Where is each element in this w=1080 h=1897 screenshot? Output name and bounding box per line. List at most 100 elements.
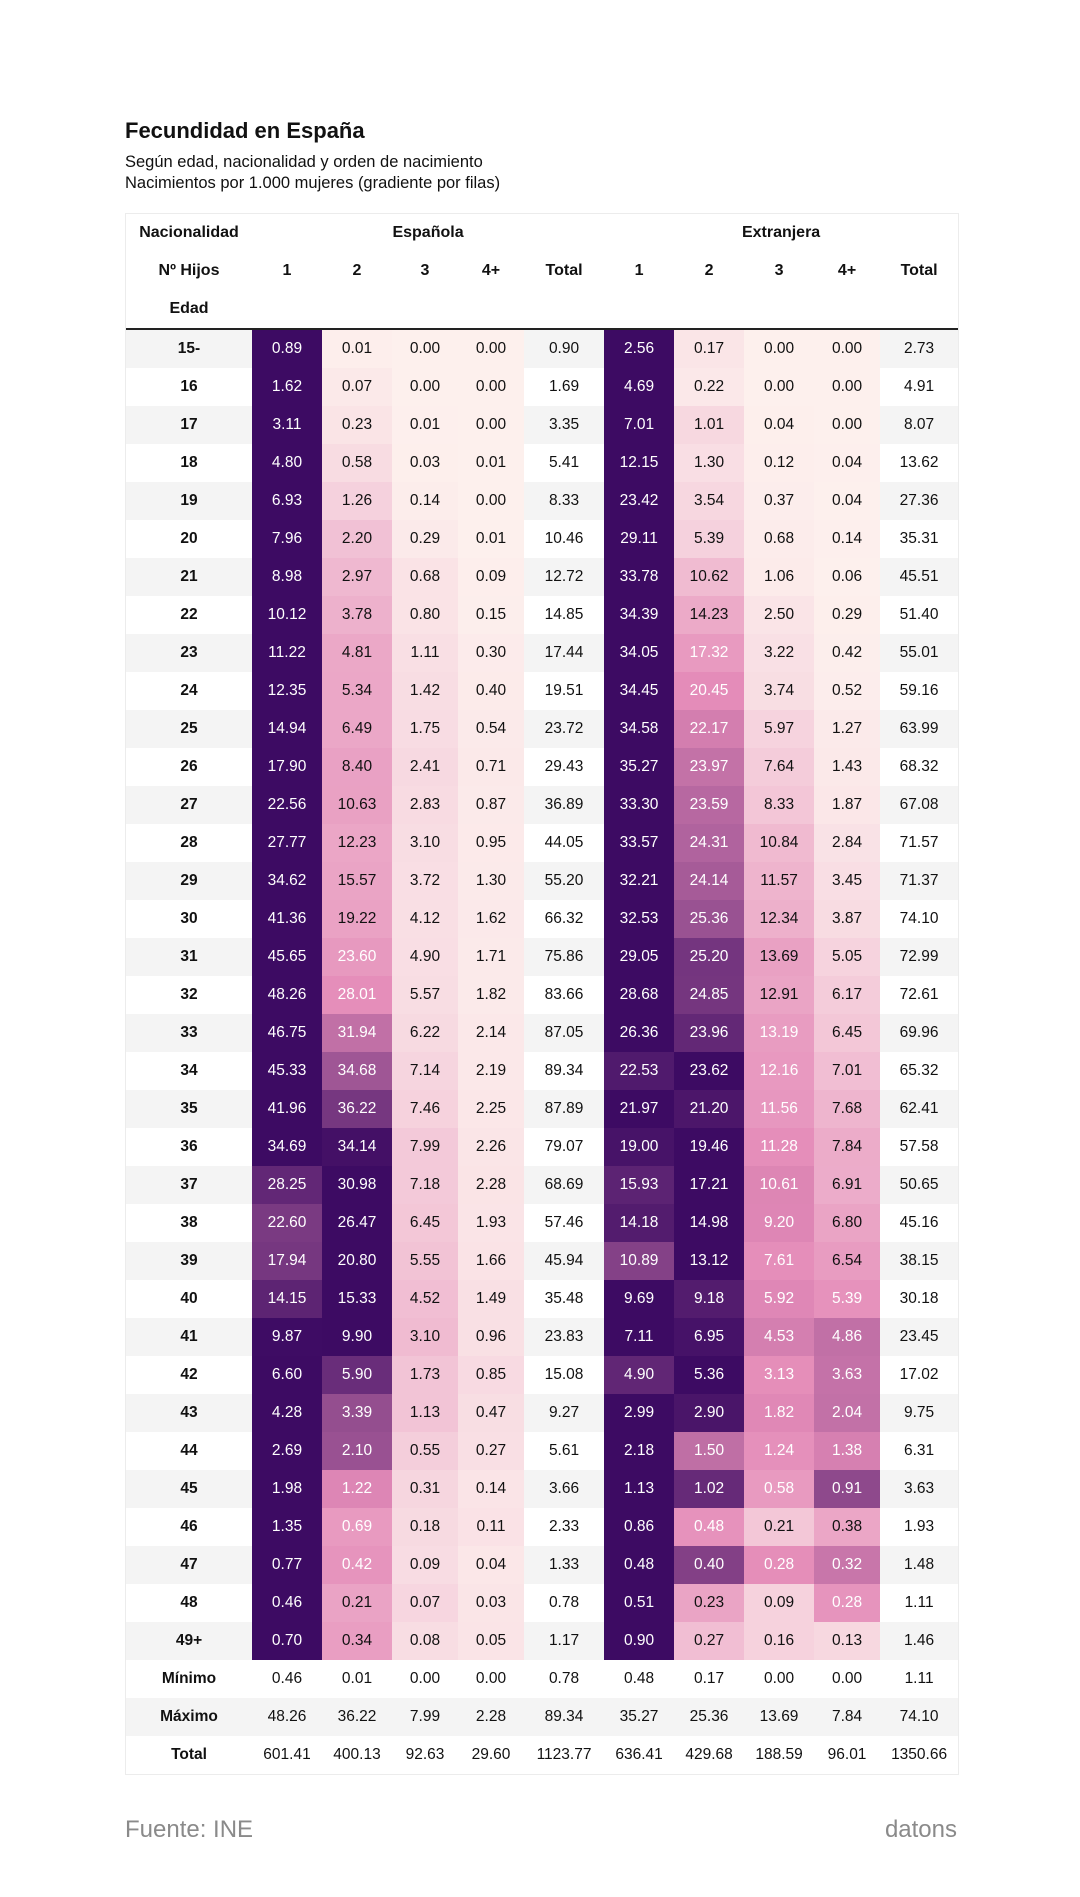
heatmap-cell: 0.04 [744,406,815,444]
heatmap-cell: 0.18 [392,1508,458,1546]
heatmap-cell: 72.61 [880,976,959,1014]
heatmap-cell: 2.18 [604,1432,675,1470]
heatmap-cell: 1.66 [458,1242,524,1280]
heatmap-cell: 11.57 [744,862,815,900]
heatmap-cell: 7.46 [392,1090,458,1128]
heatmap-cell: 17.44 [524,634,605,672]
heatmap-cell: 7.99 [392,1128,458,1166]
heatmap-cell: 79.07 [524,1128,605,1166]
column-header: 4+ [837,262,857,279]
heatmap-cell: 3.13 [744,1356,815,1394]
row-label-age: 40 [180,1290,198,1307]
heatmap-cell: 25.20 [674,938,745,976]
heatmap-cell: 0.15 [458,596,524,634]
column-header: Total [545,262,583,279]
summary-cell: 0.48 [623,1670,655,1687]
table-row: 20 7.96 2.20 0.29 0.01 10.46 29.11 5.39 0.68 0.14… [126,520,959,558]
heatmap-cell: 32.21 [604,862,675,900]
heatmap-cell: 4.81 [322,634,392,672]
heatmap-cell: 0.09 [392,1546,458,1584]
heatmap-cell: 17.02 [880,1356,959,1394]
heatmap-cell: 57.58 [880,1128,959,1166]
heatmap-cell: 23.96 [674,1014,745,1052]
table-row: 26 17.90 8.40 2.41 0.71 29.43 35.27 23.97 7.64 1.… [126,748,959,786]
heatmap-cell: 0.86 [604,1508,675,1546]
heatmap-cell: 9.18 [674,1280,745,1318]
heatmap-cell: 0.04 [814,482,881,520]
heatmap-cell: 41.96 [252,1090,322,1128]
heatmap-cell: 8.33 [524,482,605,520]
heatmap-cell: 1.48 [880,1546,959,1584]
heatmap-cell: 0.37 [744,482,815,520]
column-header: 2 [704,262,714,279]
heatmap-cell: 2.69 [252,1432,322,1470]
heatmap-cell: 0.01 [458,520,524,558]
heatmap-cell: 0.32 [814,1546,881,1584]
table-row: 36 34.69 34.14 7.99 2.26 79.07 19.00 19.46 11.28… [126,1128,959,1166]
heatmap-cell: 10.62 [674,558,745,596]
heatmap-cell: 22.17 [674,710,745,748]
heatmap-cell: 0.06 [814,558,881,596]
heatmap-cell: 19.22 [322,900,392,938]
heatmap-cell: 2.97 [322,558,392,596]
heatmap-cell: 12.15 [604,444,675,482]
heatmap-cell: 7.11 [604,1318,675,1356]
heatmap-cell: 0.77 [252,1546,322,1584]
summary-cell: 0.46 [271,1670,303,1687]
heatmap-cell: 0.48 [674,1508,745,1546]
heatmap-cell: 0.28 [814,1584,881,1622]
heatmap-cell: 87.89 [524,1090,605,1128]
heatmap-cell: 14.15 [252,1280,322,1318]
table-row: 21 8.98 2.97 0.68 0.09 12.72 33.78 10.62 1.06 0.0… [126,558,959,596]
heatmap-cell: 4.90 [604,1356,675,1394]
row-label-age: 37 [126,1166,252,1204]
heatmap-cell: 8.07 [880,406,959,444]
heatmap-cell: 1.43 [814,748,881,786]
summary-cell: 601.41 [263,1746,311,1763]
heatmap-cell: 0.52 [814,672,881,710]
heatmap-cell: 0.42 [814,634,881,672]
heatmap-cell: 1.30 [458,862,524,900]
heatmap-cell: 12.35 [252,672,322,710]
header-children-label: Nº Hijos [158,262,220,279]
row-label-age: 16 [180,378,198,395]
heatmap-cell: 0.01 [458,444,524,482]
heatmap-cell: 71.37 [880,862,959,900]
heatmap-cell: 65.32 [880,1052,959,1090]
heatmap-cell: 0.05 [458,1622,524,1660]
heatmap-cell: 23.42 [604,482,675,520]
heatmap-cell: 12.23 [322,824,392,862]
heatmap-cell: 3.78 [322,596,392,634]
heatmap-cell: 1.13 [604,1470,675,1508]
table-row: 18 4.80 0.58 0.03 0.01 5.41 12.15 1.30 0.12 0.04 1… [126,444,959,482]
heatmap-cell: 0.00 [392,368,458,406]
heatmap-cell: 24.31 [674,824,745,862]
heatmap-cell: 69.96 [880,1014,959,1052]
heatmap-cell: 4.86 [814,1318,881,1356]
heatmap-cell: 0.29 [814,596,881,634]
heatmap-cell: 5.57 [392,976,458,1014]
summary-cell: 92.63 [405,1746,445,1763]
table-row: 40 14.15 15.33 4.52 1.49 35.48 9.69 9.18 5.92 5.3… [126,1280,959,1318]
table-row: 28 27.77 12.23 3.10 0.95 44.05 33.57 24.31 10.84… [126,824,959,862]
heatmap-cell: 0.21 [744,1508,815,1546]
heatmap-cell: 2.26 [458,1128,524,1166]
row-label-age: 19 [126,482,252,520]
heatmap-cell: 9.27 [524,1394,605,1432]
heatmap-cell: 0.08 [392,1622,458,1660]
heatmap-cell: 0.46 [252,1584,322,1622]
heatmap-cell: 6.95 [674,1318,745,1356]
heatmap-cell: 20.45 [674,672,745,710]
heatmap-cell: 66.32 [524,900,605,938]
heatmap-cell: 0.23 [674,1584,745,1622]
column-header: 1 [634,262,644,279]
heatmap-cell: 9.90 [322,1318,392,1356]
table-row: 47 0.77 0.42 0.09 0.04 1.33 0.48 0.40 0.28 0.32 1.… [126,1546,959,1584]
header-age-label: Edad [126,290,252,330]
heatmap-cell: 59.16 [880,672,959,710]
heatmap-cell: 0.85 [458,1356,524,1394]
heatmap-cell: 33.30 [604,786,675,824]
row-label-age: 17 [126,406,252,444]
heatmap-cell: 5.41 [524,444,605,482]
row-label-age: 31 [126,938,252,976]
